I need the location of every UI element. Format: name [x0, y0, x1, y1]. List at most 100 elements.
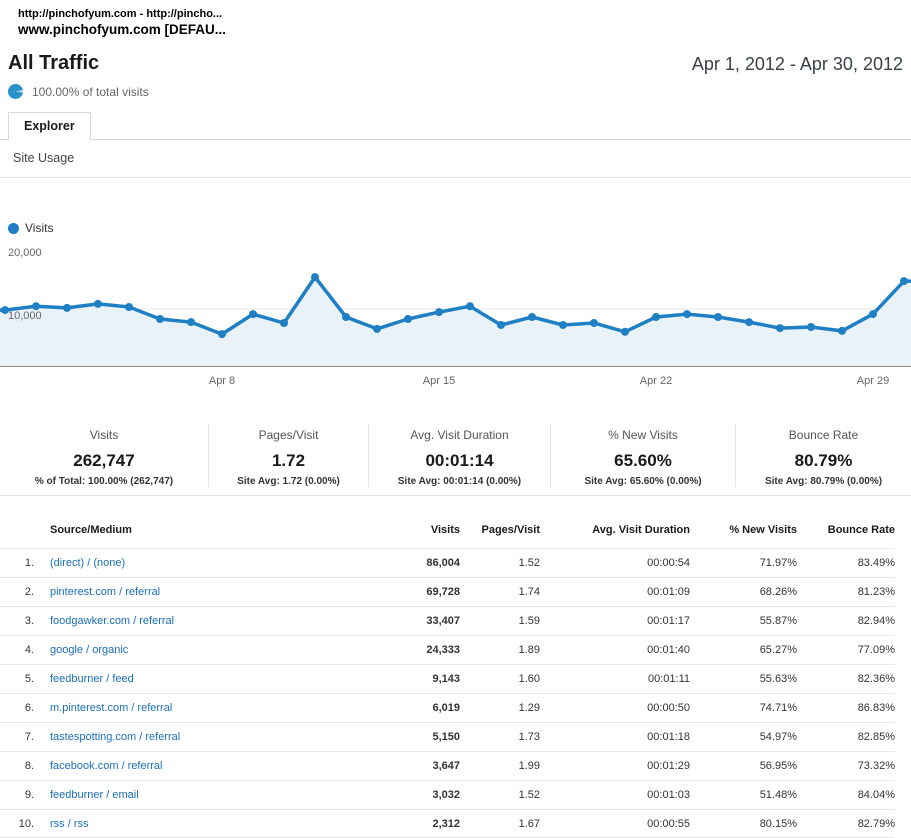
page-title: All Traffic: [8, 52, 100, 74]
cell-pages-visit: 1.89: [518, 644, 540, 656]
source-medium-link[interactable]: tastespotting.com / referral: [50, 731, 181, 743]
date-range-selector[interactable]: Apr 1, 2012 - Apr 30, 2012: [691, 54, 903, 74]
x-axis-tick: Apr 15: [422, 375, 456, 387]
cell-new-visits: 56.95%: [759, 760, 797, 772]
cell-visits: 9,143: [432, 673, 460, 685]
table-row: 9. feedburner / email 3,032 1.52 00:01:03 51.…: [0, 780, 895, 809]
table-row: 5. feedburner / feed 9,143 1.60 00:01:11 55.6…: [0, 664, 895, 693]
cell-bounce-rate: 81.23%: [857, 586, 895, 598]
cell-avg-visit-duration: 00:00:55: [647, 817, 690, 830]
source-medium-link[interactable]: google / organic: [50, 644, 129, 656]
cell-bounce-rate: 82.36%: [857, 673, 895, 685]
metric-subtext: Site Avg: 65.60% (0.00%): [584, 475, 702, 487]
source-medium-link[interactable]: feedburner / feed: [50, 673, 134, 685]
cell-bounce-rate: 82.85%: [857, 731, 895, 743]
tab-bar: Explorer: [0, 111, 911, 140]
x-axis-tick: Apr 8: [208, 375, 236, 387]
cell-new-visits: 68.26%: [759, 586, 797, 598]
source-medium-link[interactable]: feedburner / email: [50, 789, 139, 801]
tab-explorer[interactable]: Explorer: [8, 112, 91, 140]
cell-bounce-rate: 83.49%: [857, 557, 895, 569]
row-rank: 7.: [24, 731, 34, 743]
row-rank: 9.: [24, 789, 34, 801]
subtab-bar: Site Usage: [0, 140, 911, 178]
source-medium-link[interactable]: (direct) / (none): [50, 557, 126, 569]
col-header-pages-visit[interactable]: Pages/Visit: [481, 524, 541, 536]
col-header-avg-visit-duration[interactable]: Avg. Visit Duration: [592, 524, 690, 536]
window-header: http://pinchofyum.com - http://pincho...…: [0, 0, 911, 37]
cell-bounce-rate: 82.94%: [857, 615, 895, 627]
cell-avg-visit-duration: 00:01:11: [647, 673, 690, 685]
cell-pages-visit: 1.29: [518, 702, 540, 714]
source-medium-link[interactable]: rss / rss: [50, 817, 89, 830]
cell-visits: 24,333: [426, 644, 460, 656]
subtab-site-usage[interactable]: Site Usage: [13, 151, 75, 165]
table-row: 10. rss / rss 2,312 1.67 00:00:55 80.15% 82.79…: [0, 809, 895, 838]
cell-new-visits: 51.48%: [759, 789, 797, 801]
source-medium-link[interactable]: m.pinterest.com / referral: [50, 702, 173, 714]
row-rank: 5.: [24, 673, 34, 685]
row-rank: 3.: [24, 615, 34, 627]
table-row: 6. m.pinterest.com / referral 6,019 1.29 00:…: [0, 693, 895, 722]
col-header-source-medium[interactable]: Source/Medium: [50, 524, 132, 536]
y-axis-tick-10000: 10,000: [8, 310, 42, 322]
cell-new-visits: 55.87%: [759, 615, 797, 627]
y-axis-tick-20000: 20,000: [8, 247, 42, 259]
report-header: All Traffic Apr 1, 2012 - Apr 30, 2012: [8, 52, 903, 75]
cell-visits: 5,150: [432, 731, 460, 743]
cell-new-visits: 71.97%: [759, 557, 797, 569]
table-row: 7. tastespotting.com / referral 5,150 1.73 0…: [0, 722, 895, 751]
cell-visits: 3,032: [432, 789, 460, 801]
cell-avg-visit-duration: 00:01:03: [647, 789, 690, 801]
metric-avg-visit-duration: Avg. Visit Duration 00:01:14 Site Avg: 00:…: [368, 423, 550, 487]
table-header-row: Source/Medium Visits Pages/Visit Avg. Vi…: [0, 512, 895, 548]
table-row: 2. pinterest.com / referral 69,728 1.74 00:0…: [0, 577, 895, 606]
chart-legend: Visits: [8, 221, 911, 235]
cell-new-visits: 74.71%: [759, 702, 797, 714]
cell-bounce-rate: 82.79%: [857, 817, 895, 830]
cell-pages-visit: 1.52: [518, 557, 540, 569]
metric-value: 00:01:14: [425, 450, 494, 470]
cell-bounce-rate: 77.09%: [857, 644, 895, 656]
source-medium-link[interactable]: pinterest.com / referral: [50, 586, 161, 598]
cell-avg-visit-duration: 00:01:40: [647, 644, 690, 656]
metric-bounce-rate: Bounce Rate 80.79% Site Avg: 80.79% (0.00%…: [735, 423, 911, 487]
cell-new-visits: 55.63%: [759, 673, 797, 685]
col-header-visits[interactable]: Visits: [430, 524, 460, 536]
metric-value: 65.60%: [614, 450, 672, 470]
cell-pages-visit: 1.59: [518, 615, 540, 627]
cell-avg-visit-duration: 00:01:29: [647, 760, 690, 772]
cell-bounce-rate: 84.04%: [857, 789, 895, 801]
cell-avg-visit-duration: 00:01:18: [647, 731, 690, 743]
source-medium-link[interactable]: facebook.com / referral: [50, 760, 163, 772]
cell-visits: 6,019: [432, 702, 460, 714]
metric-label: Avg. Visit Duration: [410, 427, 509, 442]
row-rank: 1.: [24, 557, 34, 569]
cell-pages-visit: 1.52: [518, 789, 540, 801]
source-medium-link[interactable]: foodgawker.com / referral: [50, 615, 175, 627]
table-body: 1. (direct) / (none) 86,004 1.52 00:00:54 71.…: [0, 548, 895, 838]
visits-line-chart[interactable]: 20,000 10,000 Apr 8 Apr 15 Apr 22 Apr 29: [0, 239, 911, 391]
cell-pages-visit: 1.73: [518, 731, 540, 743]
cell-pages-visit: 1.99: [518, 760, 540, 772]
cell-visits: 69,728: [426, 586, 460, 598]
col-header-new-visits[interactable]: % New Visits: [729, 524, 797, 536]
row-rank: 8.: [24, 760, 34, 772]
cell-new-visits: 80.15%: [759, 817, 797, 830]
metric-label: Visits: [89, 427, 119, 442]
metric-value: 1.72: [271, 450, 306, 470]
table-row: 3. foodgawker.com / referral 33,407 1.59 00:…: [0, 606, 895, 635]
cell-avg-visit-duration: 00:01:17: [647, 615, 690, 627]
cell-pages-visit: 1.74: [518, 586, 540, 598]
metric-new-visits: % New Visits 65.60% Site Avg: 65.60% (0.00…: [550, 423, 735, 487]
profile-name: www.pinchofyum.com [DEFAU...: [18, 22, 227, 37]
cell-visits: 2,312: [432, 817, 460, 830]
legend-label: Visits: [25, 221, 54, 235]
col-header-bounce-rate[interactable]: Bounce Rate: [827, 524, 895, 536]
pie-chart-icon: [8, 84, 23, 99]
metric-subtext: Site Avg: 80.79% (0.00%): [764, 475, 883, 487]
table-row: 4. google / organic 24,333 1.89 00:01:40 65.2…: [0, 635, 895, 664]
cell-bounce-rate: 73.32%: [857, 760, 895, 772]
cell-new-visits: 65.27%: [759, 644, 797, 656]
metric-subtext: Site Avg: 1.72 (0.00%): [237, 475, 340, 487]
